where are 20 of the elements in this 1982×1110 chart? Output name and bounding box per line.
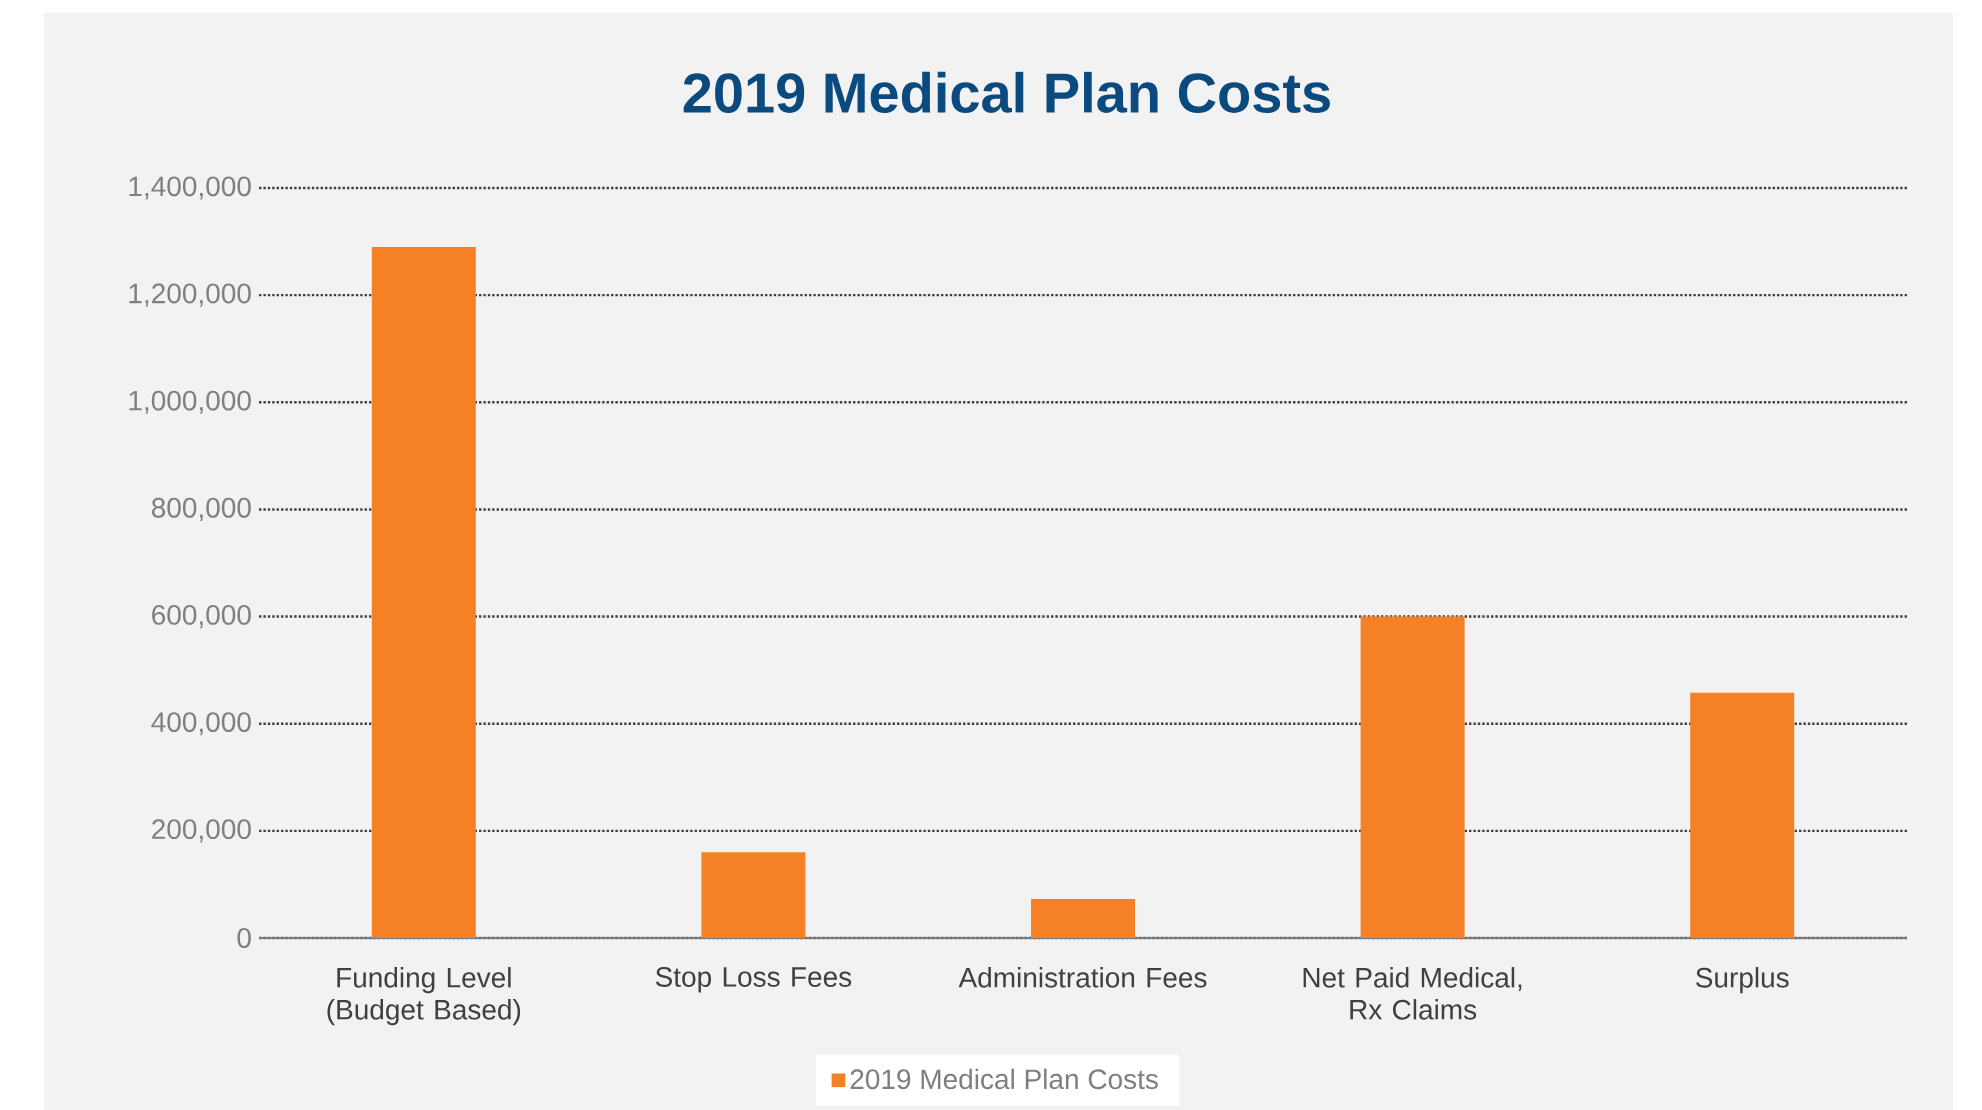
bar: [1031, 898, 1136, 938]
y-tick-label: 600,000: [152, 604, 251, 629]
bar: [371, 246, 476, 938]
x-tick-label: Net Paid Medical, Rx Claims: [1303, 967, 1522, 1020]
y-tick-label: 1,400,000: [129, 176, 251, 200]
y-tick-label: 200,000: [152, 819, 251, 843]
x-tick-label: Surplus: [1696, 967, 1789, 994]
chart-title: 2019 Medical Plan Costs: [683, 71, 1330, 113]
x-tick-label: Administration Fees: [958, 967, 1207, 988]
y-tick-label: 1,200,000: [129, 283, 251, 307]
x-tick-label: Stop Loss Fees: [655, 967, 852, 993]
bar: [1690, 692, 1795, 938]
x-tick-label: Funding Level (Budget Based): [327, 967, 521, 1026]
y-tick-label: 0: [237, 928, 251, 948]
legend-label: 2019 Medical Plan Costs: [850, 1068, 1158, 1090]
y-tick-label: 800,000: [151, 497, 251, 521]
bar: [701, 852, 806, 938]
y-tick-label: 1,000,000: [129, 390, 251, 414]
bar: [1360, 616, 1465, 938]
y-tick-label: 400,000: [151, 712, 251, 736]
